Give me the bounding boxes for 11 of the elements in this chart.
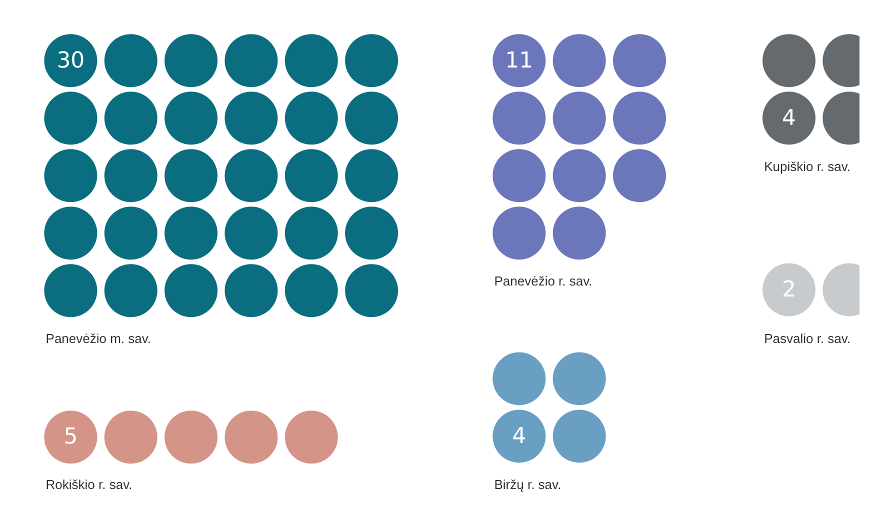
- category-label: Biržų r. sav.: [494, 477, 562, 492]
- data-label: 4: [782, 106, 796, 131]
- data-label: 30: [56, 48, 85, 74]
- data-label: 11: [505, 48, 534, 74]
- category-label: Pasvalio r. sav.: [764, 330, 851, 346]
- category-label: Panevėžio r. sav.: [494, 273, 592, 288]
- category-label: Panevėžio m. sav.: [46, 330, 152, 346]
- data-label: 5: [64, 424, 78, 450]
- category-label: Kupiškio r. sav.: [764, 159, 851, 174]
- data-label: 4: [512, 424, 526, 449]
- category-label: Rokiškio r. sav.: [46, 477, 132, 492]
